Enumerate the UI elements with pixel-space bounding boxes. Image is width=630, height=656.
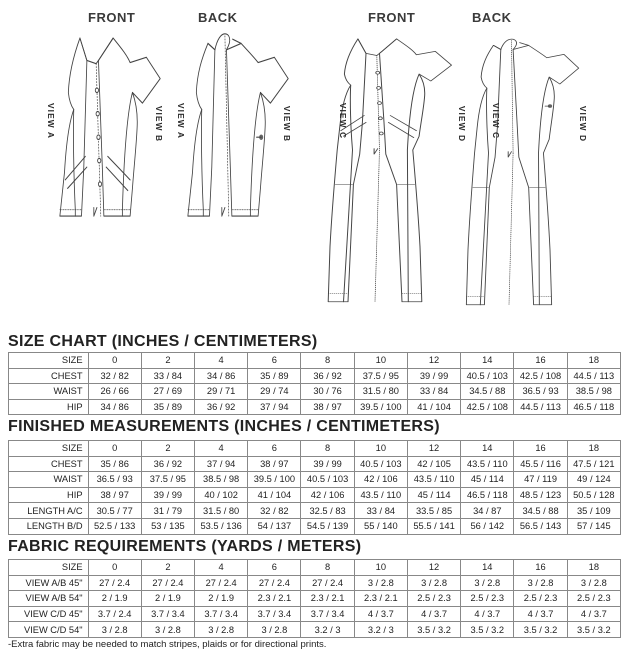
svg-text:VIEW B: VIEW B (282, 106, 292, 142)
svg-text:VIEW A: VIEW A (46, 103, 56, 139)
svg-text:VIEW D: VIEW D (457, 106, 467, 142)
svg-text:VIEW C: VIEW C (491, 103, 501, 139)
svg-text:VIEW A: VIEW A (176, 103, 186, 139)
svg-text:VIEW B: VIEW B (154, 106, 164, 142)
svg-text:VIEW D: VIEW D (578, 106, 588, 142)
svg-text:VIEW C: VIEW C (338, 103, 348, 139)
